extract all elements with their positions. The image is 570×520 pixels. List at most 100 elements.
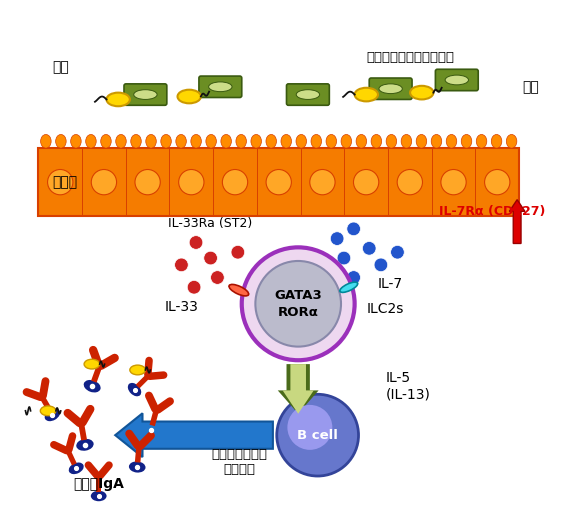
Ellipse shape [191,135,201,148]
Text: IL-7Rα (CD127): IL-7Rα (CD127) [439,205,545,218]
FancyBboxPatch shape [199,76,242,97]
Ellipse shape [326,135,336,148]
Text: 細菌: 細菌 [522,80,539,94]
Text: 内腔: 内腔 [52,60,69,74]
Ellipse shape [84,380,101,393]
Polygon shape [39,395,52,412]
Ellipse shape [506,135,517,148]
Ellipse shape [386,135,397,148]
Ellipse shape [84,359,100,369]
Circle shape [204,251,217,265]
Circle shape [353,170,379,195]
FancyArrow shape [283,364,314,414]
Circle shape [484,170,510,195]
Circle shape [330,232,344,245]
Polygon shape [136,373,150,388]
Bar [38,148,519,216]
Ellipse shape [86,135,96,148]
Ellipse shape [431,135,442,148]
Circle shape [188,280,201,294]
Ellipse shape [251,135,262,148]
Ellipse shape [379,84,402,94]
Ellipse shape [76,439,93,451]
Polygon shape [78,422,87,440]
Text: GATA3: GATA3 [274,289,322,302]
Text: IL-5
(IL-13): IL-5 (IL-13) [386,371,431,401]
Ellipse shape [355,88,378,101]
Ellipse shape [129,461,145,473]
Ellipse shape [69,462,84,474]
Circle shape [287,405,332,450]
Text: IL-33Ra (ST2): IL-33Ra (ST2) [169,216,253,229]
Ellipse shape [296,90,320,99]
FancyBboxPatch shape [287,84,329,105]
Ellipse shape [128,383,141,396]
Ellipse shape [146,135,156,148]
Ellipse shape [236,135,246,148]
Circle shape [374,258,388,271]
Text: RORα: RORα [278,306,319,319]
FancyBboxPatch shape [369,78,412,99]
Ellipse shape [116,135,126,148]
Polygon shape [96,476,101,491]
Ellipse shape [491,135,502,148]
Ellipse shape [477,135,487,148]
Ellipse shape [341,135,352,148]
Text: クラススイッチ
最終分化: クラススイッチ 最終分化 [212,448,268,476]
Circle shape [231,245,245,259]
Circle shape [47,170,73,195]
Ellipse shape [410,86,433,99]
Circle shape [189,236,203,249]
Ellipse shape [130,365,145,375]
Circle shape [363,241,376,255]
Circle shape [397,170,422,195]
Ellipse shape [40,406,56,415]
Ellipse shape [206,135,217,148]
Ellipse shape [401,135,412,148]
Circle shape [178,170,204,195]
Polygon shape [66,449,77,465]
FancyArrow shape [115,413,273,457]
Ellipse shape [91,491,107,501]
Ellipse shape [71,135,81,148]
Ellipse shape [143,424,159,436]
Ellipse shape [40,135,51,148]
Text: ILC2s: ILC2s [367,302,404,316]
FancyArrow shape [510,200,525,243]
Circle shape [277,394,359,476]
Ellipse shape [107,93,130,106]
Circle shape [347,222,360,236]
FancyArrow shape [278,364,319,414]
Polygon shape [135,446,142,463]
Ellipse shape [229,284,249,296]
Ellipse shape [445,75,469,85]
Circle shape [242,248,355,360]
Ellipse shape [461,135,472,148]
Ellipse shape [134,90,157,99]
Ellipse shape [176,135,186,148]
Ellipse shape [56,135,66,148]
Circle shape [390,245,404,259]
Ellipse shape [209,82,232,92]
Text: IL-7: IL-7 [378,277,403,291]
Ellipse shape [311,135,321,148]
Ellipse shape [281,135,291,148]
Polygon shape [91,364,103,383]
Ellipse shape [356,135,367,148]
Ellipse shape [177,90,201,103]
Ellipse shape [161,135,172,148]
Circle shape [210,271,224,284]
Polygon shape [149,409,159,426]
FancyBboxPatch shape [124,84,167,105]
Ellipse shape [340,282,358,292]
Ellipse shape [101,135,111,148]
Circle shape [91,170,117,195]
Circle shape [174,258,188,271]
Text: 胃上皮: 胃上皮 [52,175,77,189]
Circle shape [266,170,291,195]
Circle shape [222,170,248,195]
FancyBboxPatch shape [435,69,478,90]
Circle shape [441,170,466,195]
Circle shape [347,271,360,284]
Text: IL-33: IL-33 [165,300,198,314]
